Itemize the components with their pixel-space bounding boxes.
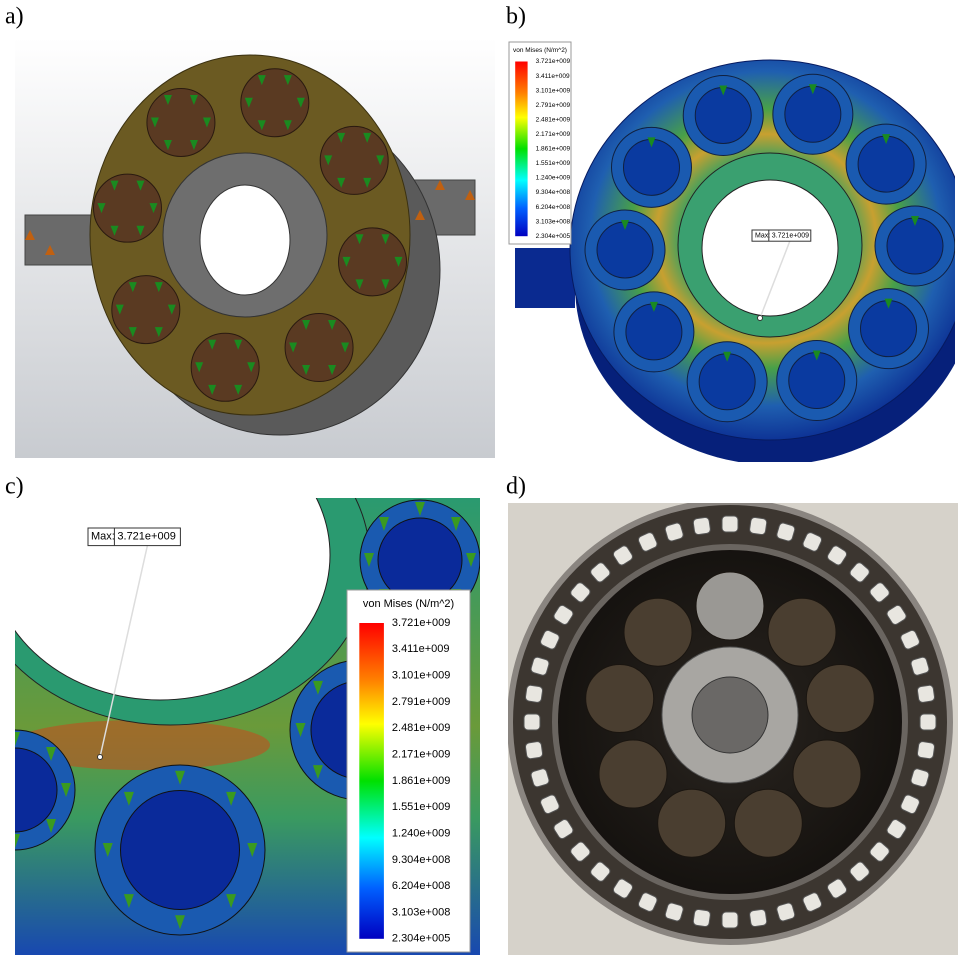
stress-detail: von Mises (N/m^2) 3.721e+009 3.411e+009 3.1… [0,395,480,955]
roller [722,912,738,928]
roller [693,517,711,535]
legend-tick-label: 1.861e+009 [392,775,450,787]
legend-tick-label: 9.304e+008 [536,189,571,196]
legend-tick-label: 1.240e+009 [536,175,571,182]
max-point [758,316,763,321]
piston-seat [121,791,240,910]
piston-bore [241,69,309,137]
panel-label: c) [5,474,24,500]
piston-bore [191,333,259,401]
colorbar [359,623,384,939]
piston-seat [699,354,755,410]
stress-model: von Mises (N/m^2) 3.721e+009 3.411e+009 3.1… [505,38,959,465]
legend-tick-label: 3.721e+009 [392,617,450,629]
piston [768,598,836,666]
legend-tick-label: 3.103e+008 [536,218,571,225]
piston-bore [93,174,161,242]
roller [524,714,540,730]
legend-tick-label: 9.304e+008 [392,854,450,866]
piston-seat [785,86,841,142]
legend-tick-label: 3.101e+009 [392,670,450,682]
legend-tick-label: 6.204e+008 [536,204,571,211]
piston-bore [147,88,215,156]
max-value: 3.721e+009 [117,531,175,543]
piston [586,665,654,733]
panel-label: a) [5,4,24,30]
legend-title: von Mises (N/m^2) [363,598,454,610]
legend-tick-label: 6.204e+008 [392,880,450,892]
mesh-model [15,38,495,458]
legend-tick-label: 2.791e+009 [392,696,450,708]
legend-tick-label: 3.721e+009 [536,58,571,65]
legend-tick-label: 2.171e+009 [536,131,571,138]
piston-bore [320,126,388,194]
max-key: Max: [91,531,115,543]
roller [917,741,935,759]
piston [696,572,764,640]
figure: a) b) c) d) von Mises (N/m^2) 3.721e+009 3… [0,0,959,957]
piston [599,740,667,808]
roller [749,517,767,535]
roller [525,685,543,703]
legend-tick-label: 2.481e+009 [392,722,450,734]
legend-title: von Mises (N/m^2) [513,47,567,54]
legend-tick-label: 2.791e+009 [536,102,571,109]
roller [693,909,711,927]
piston [806,665,874,733]
legend-tick-label: 3.411e+009 [392,643,450,655]
piston [624,598,692,666]
piston [734,789,802,857]
max-value: 3.721e+009 [772,232,809,239]
piston-seat [378,518,462,602]
legend-tick-label: 3.411e+009 [536,73,570,80]
piston-seat [789,353,845,409]
panel-label: b) [506,4,526,30]
colorbar [515,62,527,237]
legend-tick-label: 2.304e+005 [392,933,450,945]
lug [515,248,575,308]
piston-seat [626,304,682,360]
legend-tick-label: 1.240e+009 [392,827,450,839]
legend-tick-label: 1.551e+009 [392,801,450,813]
piston-seat [861,301,917,357]
piston-bore [112,276,180,344]
roller [920,714,936,730]
legend-tick-label: 3.103e+008 [392,906,450,918]
legend-tick-label: 2.481e+009 [536,116,571,123]
piston-bore [339,228,407,296]
piston-seat [858,136,914,192]
bore [702,180,838,316]
piston [658,789,726,857]
piston-seat [695,87,751,143]
roller [525,741,543,759]
piston-seat [623,139,679,195]
piston-seat [887,218,943,274]
roller [749,909,767,927]
legend-tick-label: 1.551e+009 [536,160,571,167]
max-point [98,755,103,760]
spline-hole [692,677,768,753]
photo [508,502,958,955]
legend-tick-label: 3.101e+009 [536,87,571,94]
roller [917,685,935,703]
roller [722,516,738,532]
legend-tick-label: 1.861e+009 [536,146,571,153]
piston-seat [597,222,653,278]
max-key: Max: [755,232,770,239]
panel-label: d) [506,474,526,500]
piston [793,740,861,808]
legend-tick-label: 2.304e+005 [536,233,571,240]
piston-bore [285,314,353,382]
legend-tick-label: 2.171e+009 [392,748,450,760]
bore [200,185,290,295]
